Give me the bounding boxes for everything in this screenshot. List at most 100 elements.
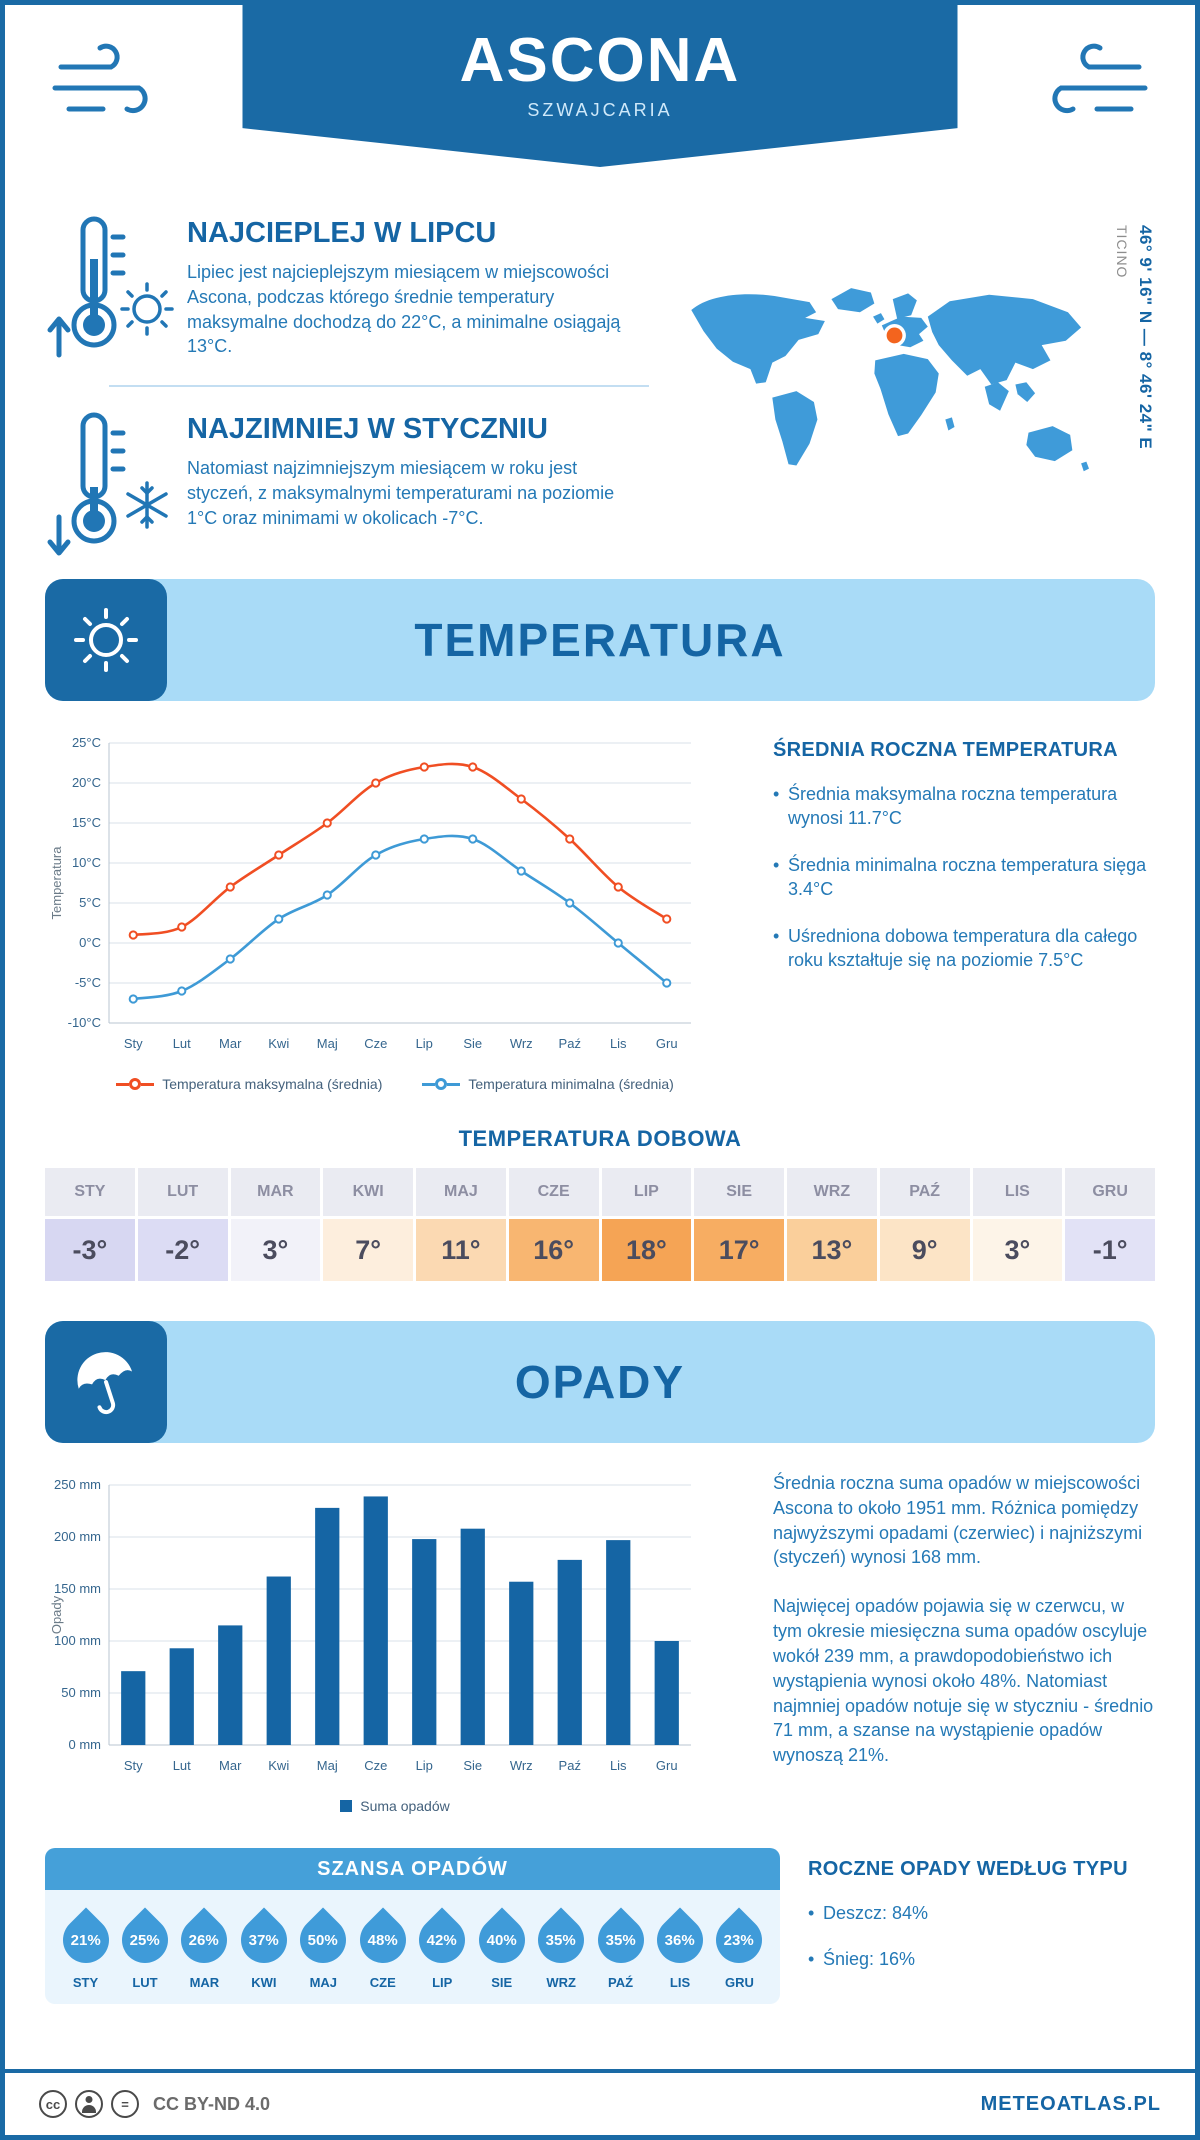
precipitation-chart-row: 0 mm 50 mm 100 mm 150 mm 200 mm 250 mm Sty Lut M… [5,1465,1195,1814]
precipitation-summary: Średnia roczna suma opadów w miejscowośc… [745,1471,1155,1814]
cc-icon: cc [39,2090,67,2118]
daily-temp-value: 16° [508,1219,599,1281]
daily-temp-value: 7° [323,1219,413,1281]
svg-text:Sie: Sie [463,1758,482,1773]
precipitation-section-header: OPADY [45,1321,1155,1443]
daily-temp-month: WRZ [787,1168,877,1216]
svg-text:Sie: Sie [463,1036,482,1051]
daily-temp-month: GRU [1065,1168,1155,1216]
chance-item: 42% LIP [409,1906,475,1990]
chance-item: 40% SIE [469,1906,535,1990]
thermometer-warm-icon [47,216,174,358]
legend-item: Temperatura minimalna (średnia) [422,1076,674,1092]
location-marker [883,324,906,347]
daily-temp-value: 11° [416,1219,506,1281]
precipitation-bar-chart: 0 mm 50 mm 100 mm 150 mm 200 mm 250 mm Sty Lut M… [49,1477,691,1773]
precipitation-chart-legend: Suma opadów [45,1798,745,1814]
daily-temp-month: LUT [137,1168,228,1216]
svg-text:Sty: Sty [124,1036,143,1051]
chance-month-label: MAJ [309,1975,338,1990]
svg-text:Cze: Cze [364,1036,387,1051]
precip-chance-drops: 21% STY 25% LUT 26% MAR 37% KWI 50% MAJ … [45,1890,780,2004]
svg-text:20°C: 20°C [72,775,101,790]
svg-text:Gru: Gru [656,1036,678,1051]
daily-temp-month: KWI [323,1168,413,1216]
brand[interactable]: METEOATLAS.PL [980,2092,1161,2115]
chance-month-label: CZE [369,1975,396,1990]
daily-temp-month: CZE [508,1168,599,1216]
list-item: Najwięcej opadów pojawia się w czerwcu, … [773,1596,1154,1766]
raindrop-icon: 23% [706,1907,773,1973]
svg-text:Lis: Lis [610,1758,627,1773]
daily-temp-month: SIE [694,1168,784,1216]
list-item: Średnia roczna suma opadów w miejscowośc… [773,1473,1143,1568]
divider [109,385,649,387]
daily-temp-month: MAR [230,1168,321,1216]
raindrop-icon: 36% [647,1907,713,1973]
raindrop-icon: 48% [350,1907,416,1973]
chance-item: 36% LIS [647,1906,713,1990]
legend-item: Temperatura maksymalna (średnia) [116,1076,382,1092]
license[interactable]: cc = CC BY-ND 4.0 [39,2090,270,2118]
svg-text:Maj: Maj [317,1036,338,1051]
svg-text:200 mm: 200 mm [54,1529,101,1544]
precip-type-panel: ROCZNE OPADY WEDŁUG TYPU Deszcz: 84% Śnie… [780,1848,1155,2004]
svg-text:100 mm: 100 mm [54,1633,101,1648]
temperature-chart-row: -10°C -5°C 0°C 5°C 10°C 15°C 20°C 25°C Sty Lut Mar… [5,723,1195,1092]
coldest-month-fact: NAJZIMNIEJ W STYCZNIU Natomiast najzimni… [45,405,665,565]
temperature-section-title: TEMPERATURA [414,614,786,666]
daily-temp-value-row: -3° -2° 3° 7° 11° 16° 18° 17° 13° 9° 3° -1° [45,1219,1155,1281]
list-item: Średnia maksymalna roczna temperatura wy… [773,782,1155,831]
raindrop-icon: 42% [409,1907,475,1973]
legend-item: Suma opadów [340,1798,450,1814]
daily-temp-value: 18° [601,1219,692,1281]
daily-temp-table: STY LUT MAR KWI MAJ CZE LIP SIE WRZ PAŹ LIS GRU -3°… [45,1168,1155,1281]
svg-text:5°C: 5°C [79,895,101,910]
list-item: Uśredniona dobowa temperatura dla całego… [773,924,1155,973]
temperature-summary-list: Średnia maksymalna roczna temperatura wy… [773,782,1155,973]
list-item: Deszcz: 84% [808,1901,1155,1926]
chance-item: 35% WRZ [528,1906,594,1990]
footer: cc = CC BY-ND 4.0 METEOATLAS.PL [5,2069,1195,2135]
chance-item: 21% STY [52,1906,119,1990]
warmest-fact-text: Lipiec jest najcieplejszym miesiącem w m… [187,262,621,357]
chance-item: 23% GRU [706,1906,773,1990]
precipitation-section-title: OPADY [514,1356,686,1408]
world-map [691,288,1089,472]
svg-text:Gru: Gru [656,1758,678,1773]
precipitation-paragraphs: Średnia roczna suma opadów w miejscowośc… [773,1471,1155,1768]
raindrop-icon: 25% [112,1907,178,1973]
temperature-chart-legend: Temperatura maksymalna (średnia) Temperat… [45,1076,745,1092]
svg-text:Maj: Maj [317,1758,338,1773]
precip-type-title: ROCZNE OPADY WEDŁUG TYPU [808,1858,1128,1880]
snowflake-icon [126,481,168,529]
svg-text:50 mm: 50 mm [61,1685,101,1700]
no-derivatives-icon: = [111,2090,139,2118]
wind-icon [1052,43,1148,114]
raindrop-icon: 35% [528,1907,594,1973]
raindrop-icon: 40% [469,1907,535,1973]
precip-chance-panel: SZANSA OPADÓW 21% STY 25% LUT 26% MAR 37… [45,1848,780,2004]
daily-temp-title: TEMPERATURA DOBOWA [458,1126,742,1151]
chance-month-label: STY [72,1975,99,1990]
svg-text:Temperatura: Temperatura [49,846,64,920]
temperature-line-chart: -10°C -5°C 0°C 5°C 10°C 15°C 20°C 25°C Sty Lut Mar… [49,735,691,1051]
chance-month-label: MAR [189,1975,220,1990]
svg-text:Paź: Paź [559,1758,581,1773]
warmest-fact-title: NAJCIEPLEJ W LIPCU [187,217,497,249]
daily-temp-month: LIP [601,1168,692,1216]
region-label: TICINO [1114,225,1130,279]
daily-temp-month: LIS [972,1168,1063,1216]
coldest-fact-text: Natomiast najzimniejszym miesiącem w rok… [187,458,615,528]
daily-temp-value: -1° [1065,1219,1155,1281]
svg-text:Cze: Cze [364,1758,387,1773]
svg-text:Lip: Lip [416,1036,433,1051]
chance-month-label: LIS [669,1975,691,1990]
chance-item: 25% LUT [112,1906,178,1990]
svg-text:250 mm: 250 mm [54,1477,101,1492]
svg-text:Sty: Sty [124,1758,143,1773]
svg-text:Lis: Lis [610,1036,627,1051]
svg-text:150 mm: 150 mm [54,1581,101,1596]
daily-temp-month: MAJ [416,1168,506,1216]
chance-month-label: SIE [491,1975,513,1990]
